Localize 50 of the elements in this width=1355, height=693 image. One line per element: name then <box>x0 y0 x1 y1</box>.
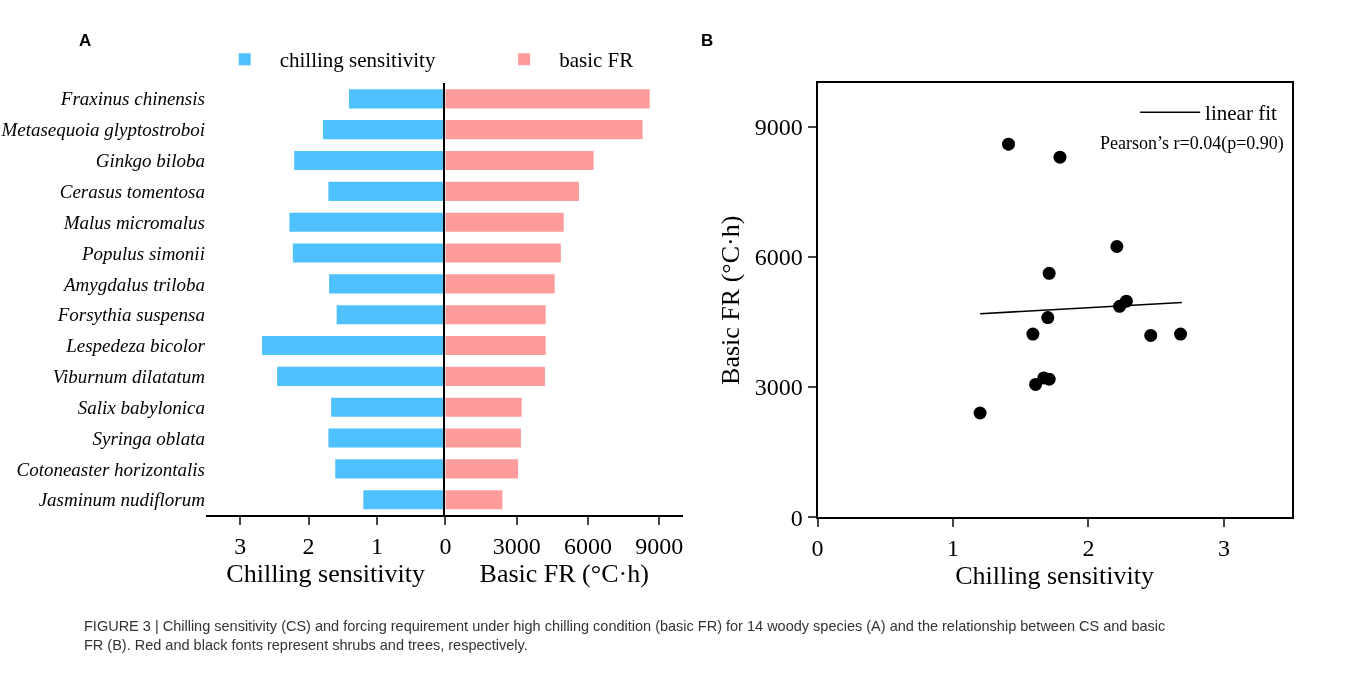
y-tick-label: Malus micromalus <box>62 211 205 233</box>
y-tick-label: Forsythia suspensa <box>56 304 205 326</box>
x-tick-label: 3 <box>234 532 247 559</box>
point <box>973 406 987 420</box>
x-axis-title: Basic FR (°C·h) <box>479 558 649 588</box>
y-tick-label: Salix babylonica <box>77 396 205 418</box>
x-tick-label: 6000 <box>563 532 612 559</box>
caption: FIGURE 3 | Chilling sensitivity (CS) and forcing requirement under high chilling condition (basic FR) for 14 woody species (A) and the relationship between CS and basic FR (B). Red and black fonts represent shrubs and trees, respectively. <box>84 618 1166 653</box>
y-tick-label: Jasminum nudiflorum <box>38 489 205 511</box>
legend-label: chilling sensitivity <box>279 48 436 73</box>
y-tick-label: 3000 <box>754 374 803 401</box>
y-tick-label: Cerasus tomentosa <box>59 181 205 202</box>
point <box>1110 239 1124 253</box>
point <box>1053 150 1067 164</box>
point <box>1002 137 1016 151</box>
y-tick-label: 0 <box>790 504 803 531</box>
x-tick-label: 0 <box>439 532 452 559</box>
point <box>1029 377 1043 391</box>
x-tick-label: 1 <box>946 534 959 561</box>
annotation: Pearson’s r=0.04(p=0.90) <box>1100 133 1284 154</box>
point <box>1144 328 1158 342</box>
x-axis-title: Chilling sensitivity <box>226 558 425 588</box>
y-tick-label: Ginkgo biloba <box>95 150 205 172</box>
x-axis-title: Chilling sensitivity <box>955 560 1154 590</box>
point <box>1041 311 1055 325</box>
chart-title: B <box>701 31 714 50</box>
y-axis-title: Basic FR (°C·h) <box>715 215 745 385</box>
x-tick-label: 3 <box>1217 534 1230 561</box>
chart-title: A <box>79 31 92 50</box>
y-tick-label: 9000 <box>754 114 803 141</box>
y-tick-label: Viburnum dilatatum <box>52 366 205 388</box>
x-tick-label: 0 <box>811 534 824 561</box>
point <box>1026 327 1040 341</box>
legend-label: linear fit <box>1205 101 1277 126</box>
x-tick-label: 2 <box>302 532 315 559</box>
y-tick-label: Amygdalus triloba <box>62 273 205 295</box>
y-tick-label: Fraxinus chinensis <box>59 88 205 110</box>
y-tick-label: Lespedeza bicolor <box>65 335 206 357</box>
y-tick-label: Populus simonii <box>80 242 205 264</box>
y-tick-label: 6000 <box>754 244 803 271</box>
point <box>1174 327 1188 341</box>
y-tick-label: Syringa oblata <box>92 427 205 449</box>
x-tick-label: 9000 <box>635 532 684 559</box>
legend-label: basic FR <box>559 48 634 73</box>
point <box>1042 266 1056 280</box>
x-tick-label: 1 <box>371 532 383 559</box>
y-tick-label: Cotoneaster horizontalis <box>16 458 205 480</box>
y-tick-label: Metasequoia glyptostroboi <box>0 119 205 141</box>
x-tick-label: 3000 <box>492 532 541 559</box>
x-tick-label: 2 <box>1082 534 1095 561</box>
